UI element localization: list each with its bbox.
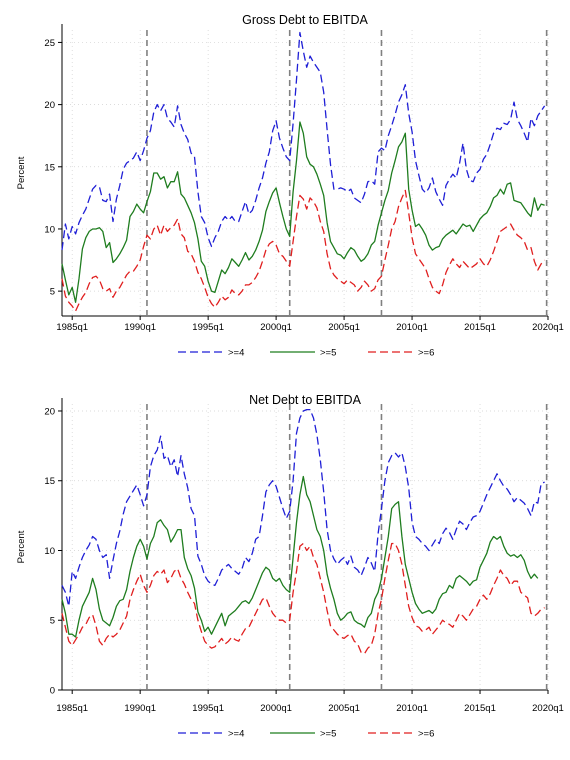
y-tick-label: 20 [44,100,55,111]
chart-title: Gross Debt to EBITDA [242,13,368,27]
x-tick-label: 2020q1 [532,703,564,714]
series-line-2 [61,475,539,638]
y-tick-label: 5 [50,616,55,627]
y-tick-label: 15 [44,162,55,173]
x-tick-label: 2000q1 [260,322,292,333]
y-tick-label: 0 [50,686,55,697]
x-tick-label: 1985q1 [56,322,88,333]
legend-label: >=4 [228,348,244,359]
x-tick-label: 2005q1 [328,703,360,714]
x-tick-label: 1990q1 [124,703,156,714]
legend-label: >=5 [320,729,336,740]
x-tick-label: 2020q1 [532,322,564,333]
x-tick-label: 2010q1 [396,703,428,714]
x-tick-label: 1995q1 [192,703,224,714]
y-axis-label: Percent [16,530,27,563]
y-tick-label: 10 [44,224,55,235]
chart-panel-1: Gross Debt to EBITDA 5 10 15 20 25 1985q1 1990q… [16,13,564,359]
y-tick-label: 10 [44,546,55,557]
legend-label: >=4 [228,729,244,740]
x-tick-label: 2015q1 [464,703,496,714]
series-line-2 [61,121,545,303]
legend-label: >=6 [418,729,434,740]
legend-label: >=5 [320,348,336,359]
x-tick-label: 2000q1 [260,703,292,714]
x-tick-label: 2005q1 [328,322,360,333]
series-line-3 [61,189,546,312]
y-axis-label: Percent [16,156,27,189]
x-tick-label: 1995q1 [192,322,224,333]
x-tick-label: 1990q1 [124,322,156,333]
series-line-1 [61,31,546,251]
y-tick-label: 20 [44,406,55,417]
y-tick-label: 25 [44,38,55,49]
series-line-1 [61,408,545,607]
legend-label: >=6 [418,348,434,359]
series-line-3 [61,542,545,655]
chart-panel-2: Net Debt to EBITDA 0 5 10 15 20 1985q1 1990q1 19… [16,393,564,740]
y-tick-label: 15 [44,476,55,487]
x-tick-label: 1985q1 [56,703,88,714]
chart-title: Net Debt to EBITDA [249,393,362,407]
y-tick-label: 5 [50,287,55,298]
x-tick-label: 2010q1 [396,322,428,333]
x-tick-label: 2015q1 [464,322,496,333]
